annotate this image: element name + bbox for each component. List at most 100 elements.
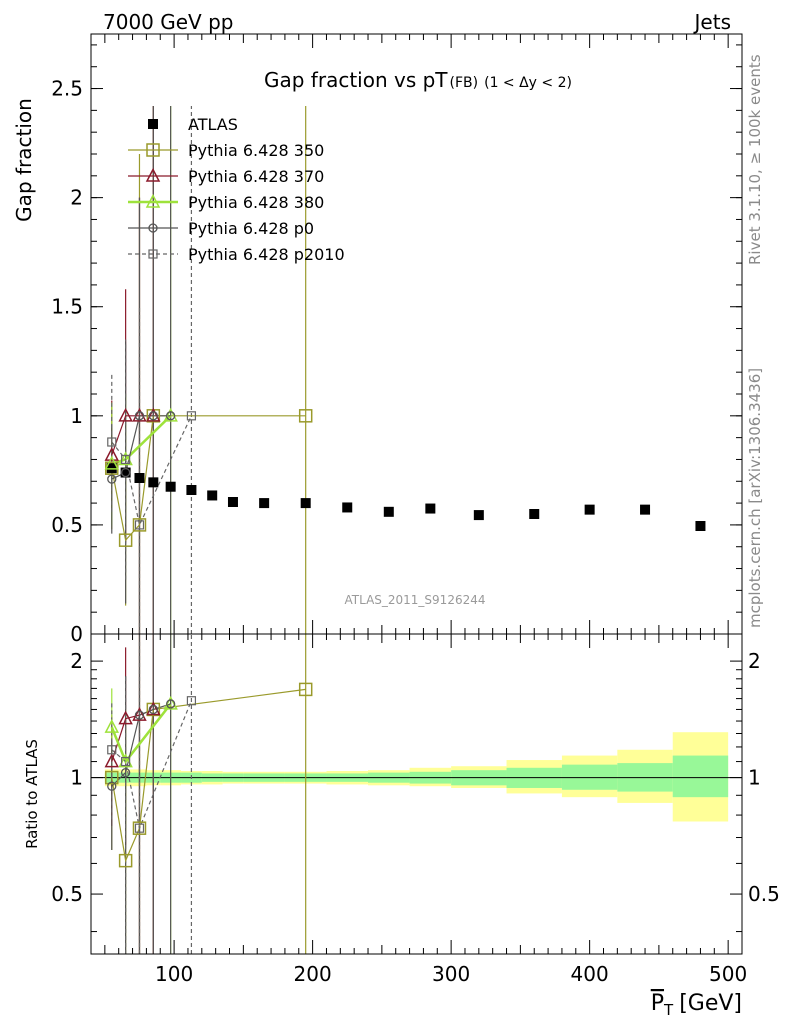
x-tick-label-4: 500 <box>709 962 747 986</box>
legend-label-pythia-p2010: Pythia 6.428 p2010 <box>188 245 345 264</box>
main-point-atlas-9 <box>300 498 311 509</box>
x-axis-label-subscript: T <box>663 1001 674 1019</box>
main-panel: Gap fraction vs pT (FB) (1 < Δy < 2) Gap f… <box>12 33 743 646</box>
x-tick-label-3: 400 <box>571 962 609 986</box>
x-tick-label-2: 300 <box>432 962 470 986</box>
ratio-ytick-label-right-2: 2 <box>748 649 761 673</box>
ratio-point-pythia-p0-3 <box>148 704 158 715</box>
main-ytick-label-2: 1 <box>70 404 83 428</box>
legend-label-atlas: ATLAS <box>188 115 238 134</box>
ratio-point-pythia-350-1 <box>118 853 133 868</box>
main-line-pythia-p2010 <box>111 415 192 527</box>
legend-marker-pythia-350 <box>146 143 160 157</box>
ratio-ytick-label-left-2: 2 <box>70 649 83 673</box>
main-point-atlas-11 <box>383 506 394 517</box>
ratio-y-ticks: 0.5 0.5 1 1 2 2 <box>51 649 780 933</box>
main-title-text: Gap fraction vs pT <box>264 68 448 92</box>
main-point-atlas-12 <box>425 503 436 514</box>
main-ytick-label-1: 0.5 <box>51 513 83 537</box>
ratio-data-points <box>104 682 313 868</box>
ratio-ytick-label-left-0: 0.5 <box>51 882 83 906</box>
main-point-atlas-16 <box>640 504 651 515</box>
ratio-point-pythia-380-1 <box>118 753 133 768</box>
main-title-subscript: (FB) <box>450 75 479 91</box>
legend-label-pythia-380: Pythia 6.428 380 <box>188 193 324 212</box>
legend-marker-pythia-p2010 <box>148 249 158 259</box>
main-ytick-label-5: 2.5 <box>51 77 83 101</box>
main-point-atlas-15 <box>584 504 595 515</box>
main-point-atlas-7 <box>227 497 238 507</box>
legend-label-pythia-370: Pythia 6.428 370 <box>188 167 324 186</box>
ratio-point-pythia-p0-4 <box>165 699 176 709</box>
legend-marker-pythia-p0 <box>148 223 158 233</box>
x-axis-label-unit: [GeV] <box>679 991 742 1016</box>
ratio-point-pythia-p2010-3 <box>186 696 197 706</box>
main-point-pythia-380-2 <box>163 407 178 422</box>
energy-beam-label: 7000 GeV pp <box>103 10 234 34</box>
legend-marker-atlas <box>148 119 158 129</box>
main-x-ticks <box>104 34 729 634</box>
mcplots-reference-note: mcplots.cern.ch [arXiv:1306.3436] <box>746 368 764 628</box>
ratio-line-pythia-p2010 <box>111 700 192 831</box>
main-point-pythia-p2010-3 <box>186 411 197 421</box>
main-point-atlas-1 <box>120 467 131 478</box>
main-point-pythia-350-1 <box>118 533 133 547</box>
main-point-pythia-350-2 <box>132 518 147 532</box>
ratio-point-pythia-370-1 <box>118 710 133 725</box>
ratio-point-pythia-380-2 <box>163 695 178 710</box>
main-point-atlas-6 <box>207 490 218 501</box>
main-point-pythia-380-1 <box>118 451 133 466</box>
main-point-pythia-370-3 <box>146 407 161 422</box>
ratio-point-pythia-p2010-1 <box>121 756 131 767</box>
main-point-atlas-10 <box>342 502 353 513</box>
ratio-point-pythia-350-2 <box>132 821 147 835</box>
main-title-range: (1 < Δy < 2) <box>484 75 572 91</box>
x-tick-label-0: 100 <box>155 962 193 986</box>
main-point-pythia-p2010-0 <box>107 437 117 447</box>
main-ytick-label-0: 0 <box>70 622 83 646</box>
x-axis-label: PT [GeV] <box>651 991 742 1019</box>
main-point-pythia-p0-0 <box>107 474 117 484</box>
legend: ATLAS Pythia 6.428 350 Pythia 6.428 370 Pyt… <box>128 115 345 264</box>
process-label: Jets <box>693 10 731 34</box>
main-ytick-label-3: 1.5 <box>51 295 83 319</box>
main-point-atlas-3 <box>148 477 159 488</box>
ratio-panel: Ratio to ATLAS 0.5 0.5 1 1 2 2 100 200 300 400 50… <box>23 633 780 1019</box>
y-axis-label-main: Gap fraction <box>12 98 36 222</box>
ratio-ytick-label-left-1: 1 <box>70 766 83 790</box>
main-line-pythia-380 <box>111 414 172 466</box>
main-point-pythia-p2010-2 <box>134 520 145 530</box>
ratio-x-ticks: 100 200 300 400 500 <box>104 634 747 986</box>
ratio-point-pythia-p0-1 <box>120 767 131 778</box>
rivet-version-note: Rivet 3.1.10, ≥ 100k events <box>746 54 764 265</box>
x-axis-label-symbol: P <box>651 991 664 1016</box>
ratio-point-pythia-370-3 <box>146 701 161 716</box>
ratio-uncertainty-bands <box>104 732 729 822</box>
ratio-point-pythia-p2010-2 <box>134 823 145 833</box>
y-axis-label-ratio: Ratio to ATLAS <box>23 739 41 849</box>
legend-marker-pythia-380 <box>145 193 161 208</box>
ratio-plot-frame <box>90 633 743 955</box>
main-point-atlas-4 <box>165 481 176 492</box>
ratio-band-stat-17 <box>672 755 729 798</box>
ratio-point-pythia-350-0 <box>105 770 119 785</box>
ratio-point-pythia-350-4 <box>298 682 313 697</box>
ratio-ytick-label-right-1: 1 <box>748 766 761 790</box>
ratio-point-pythia-370-2 <box>132 707 147 721</box>
main-point-atlas-2 <box>134 473 145 483</box>
main-point-atlas-14 <box>529 509 540 519</box>
ratio-error-bars <box>111 634 307 954</box>
main-point-pythia-p0-3 <box>148 411 158 421</box>
ratio-line-pythia-380 <box>110 703 172 765</box>
main-point-pythia-p0-1 <box>120 467 131 478</box>
main-point-pythia-370-2 <box>132 407 147 422</box>
ratio-point-pythia-p2010-0 <box>107 745 117 755</box>
main-point-pythia-370-0 <box>104 446 120 461</box>
main-point-atlas-13 <box>473 510 484 521</box>
legend-label-pythia-350: Pythia 6.428 350 <box>188 141 324 160</box>
main-point-pythia-350-4 <box>298 409 313 423</box>
legend-marker-pythia-370 <box>145 167 161 182</box>
main-point-pythia-p2010-1 <box>121 454 131 465</box>
main-y-ticks: 0 0.5 1 1.5 2 2.5 <box>51 44 742 646</box>
